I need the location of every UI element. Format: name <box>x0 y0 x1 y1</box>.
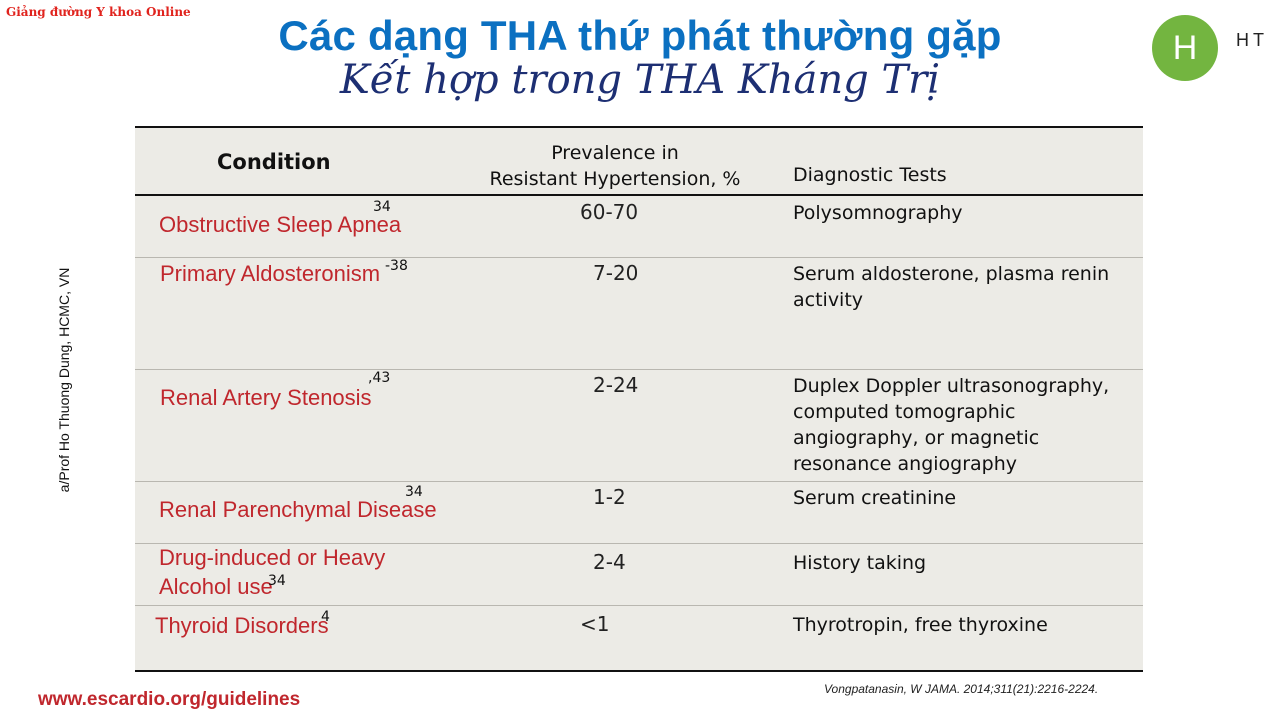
author-credit: a/Prof Ho Thuong Dung, HCMC, VN <box>56 267 72 493</box>
condition-cell: Thyroid Disorders <box>155 613 329 638</box>
header-prevalence: Prevalence in Resistant Hypertension, % <box>489 142 741 190</box>
reference-superscript: 34 <box>268 573 286 589</box>
tests-cell: History taking <box>793 552 927 574</box>
table-header: Condition Prevalence in Resistant Hyperte… <box>135 128 1143 196</box>
prevalence-cell: <1 <box>580 612 610 636</box>
prevalence-cell: 2-4 <box>593 550 626 574</box>
table-row: Obstructive Sleep Apnea 34 60-70 Polysom… <box>135 196 1143 258</box>
reference-superscript: 34 <box>405 484 423 500</box>
source-url[interactable]: www.escardio.org/guidelines <box>38 689 301 710</box>
logo-icon: H <box>1152 15 1218 81</box>
tests-cell: Serum aldosterone, plasma renin activity <box>793 263 1110 311</box>
tests-cell: Serum creatinine <box>793 487 957 509</box>
tests-cell: Duplex Doppler ultrasonography, computed… <box>793 375 1110 475</box>
logo-text: HT <box>1236 30 1268 50</box>
prevalence-cell: 7-20 <box>593 261 639 285</box>
condition-table: Condition Prevalence in Resistant Hyperte… <box>135 126 1143 672</box>
condition-cell: Primary Aldosteronism <box>160 261 381 286</box>
tests-cell: Thyrotropin, free thyroxine <box>793 614 1048 636</box>
prevalence-cell: 1-2 <box>593 485 626 509</box>
header-condition: Condition <box>217 150 331 174</box>
condition-cell: Renal Parenchymal Disease <box>159 497 437 522</box>
prevalence-cell: 2-24 <box>593 373 639 397</box>
table-row: Renal Artery Stenosis ,43 2-24 Duplex Do… <box>135 369 1143 482</box>
table-row: Thyroid Disorders 4 <1 Thyrotropin, free… <box>135 605 1143 668</box>
condition-cell: Drug-induced or Heavy Alcohol use <box>159 545 386 599</box>
slide-subtitle: Kết hợp trong THA Kháng Trị <box>339 57 941 103</box>
slide-title: Các dạng THA thứ phát thường gặp <box>278 12 1002 59</box>
reference-superscript: 4 <box>321 609 330 625</box>
reference-superscript: -38 <box>385 258 408 274</box>
table-row: Renal Parenchymal Disease 34 1-2 Serum c… <box>135 481 1143 544</box>
reference-superscript: 34 <box>373 199 391 215</box>
condition-cell: Renal Artery Stenosis <box>160 385 372 410</box>
header-tests: Diagnostic Tests <box>793 164 947 186</box>
table-row: Primary Aldosteronism -38 7-20 Serum ald… <box>135 257 1143 370</box>
reference-superscript: ,43 <box>368 370 391 386</box>
brand-text: Giảng đường Y khoa Online <box>6 5 191 19</box>
tests-cell: Polysomnography <box>793 202 963 224</box>
condition-cell: Obstructive Sleep Apnea <box>159 212 402 237</box>
citation: Vongpatanasin, W JAMA. 2014;311(21):2216… <box>824 682 1099 696</box>
prevalence-cell: 60-70 <box>580 200 639 224</box>
table-row: Drug-induced or Heavy Alcohol use 34 2-4… <box>135 543 1143 606</box>
